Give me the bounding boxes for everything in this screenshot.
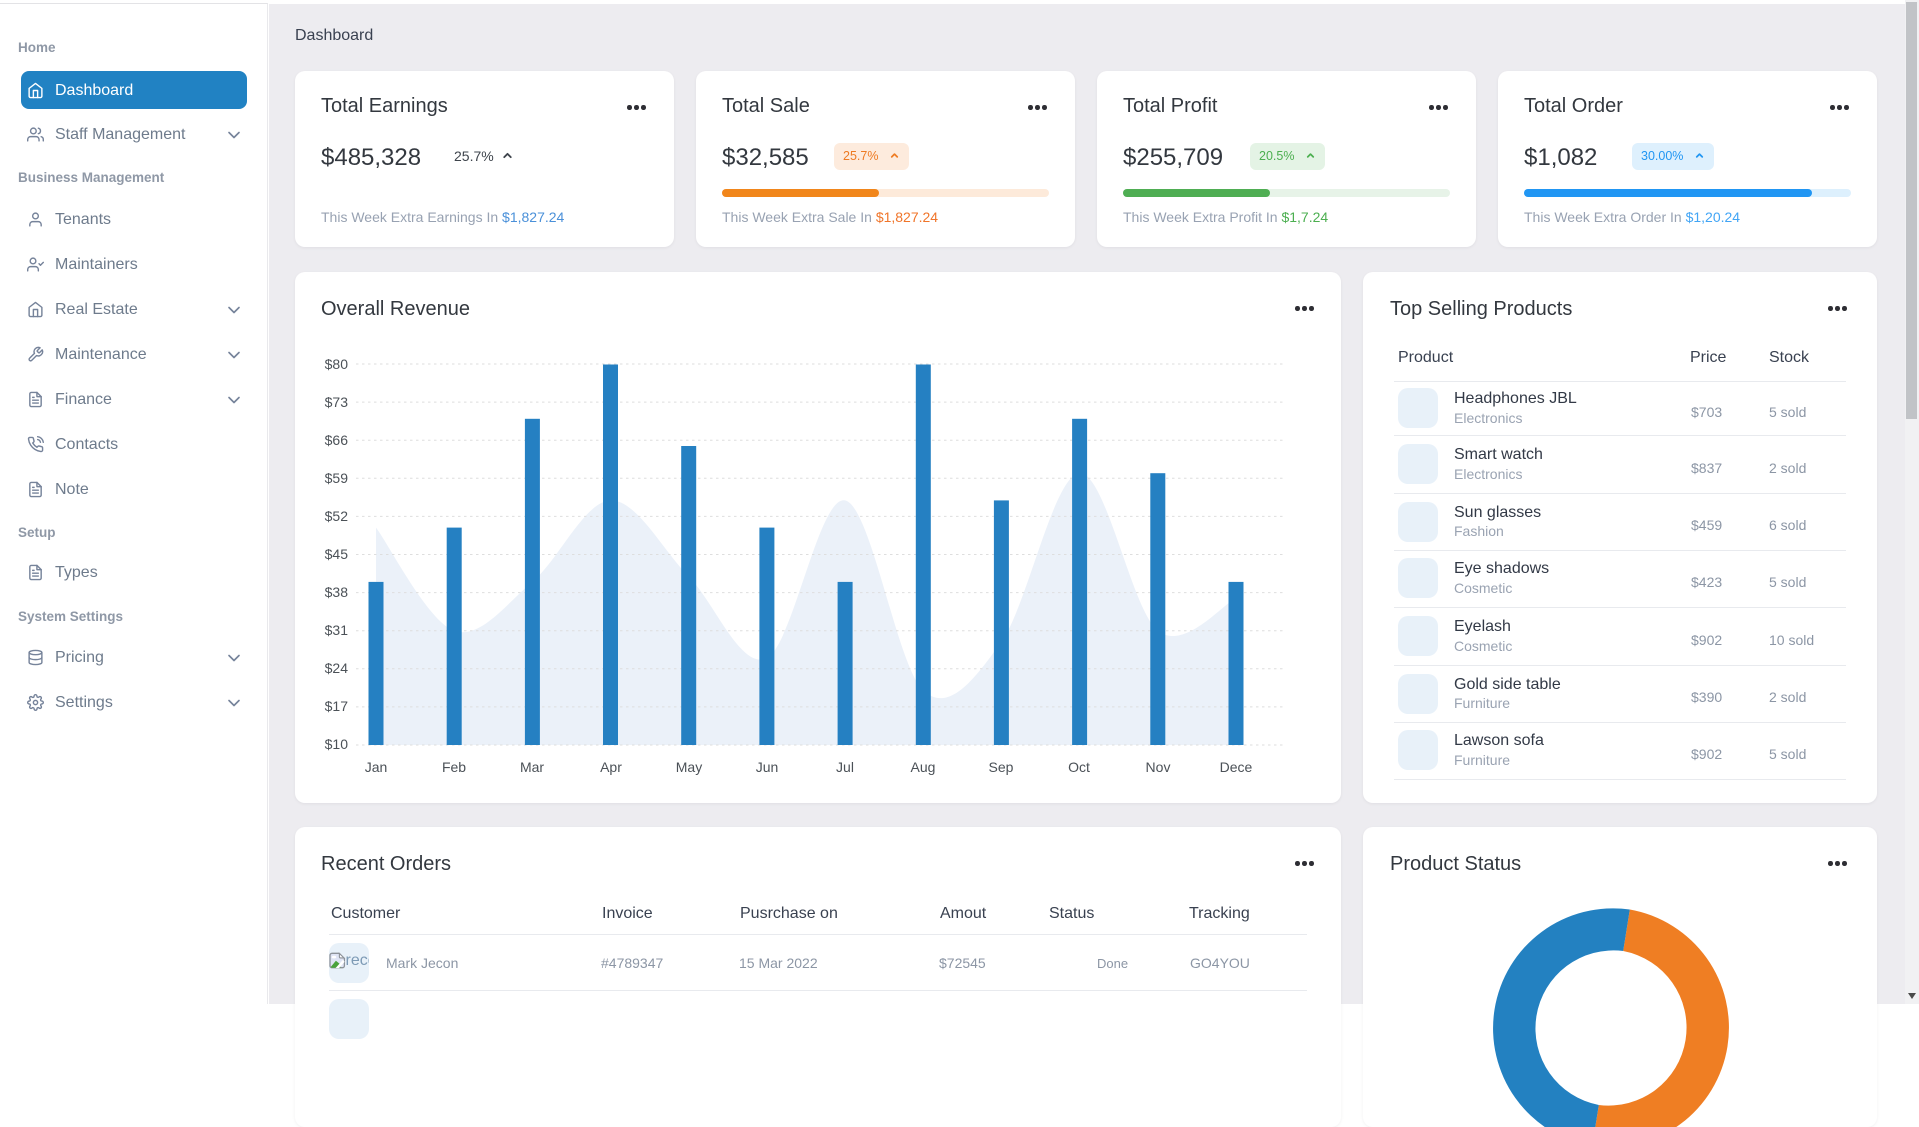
svg-text:$10: $10 [325, 736, 349, 752]
svg-text:Dece: Dece [1220, 759, 1253, 775]
svg-text:$73: $73 [325, 394, 349, 410]
svg-text:Mar: Mar [520, 759, 544, 775]
svg-text:Aug: Aug [911, 759, 936, 775]
svg-text:$38: $38 [325, 584, 349, 600]
svg-text:$24: $24 [325, 660, 349, 676]
svg-text:Feb: Feb [442, 759, 466, 775]
svg-text:$66: $66 [325, 432, 349, 448]
svg-text:Apr: Apr [600, 759, 622, 775]
svg-text:Jan: Jan [365, 759, 388, 775]
svg-text:$45: $45 [325, 546, 349, 562]
svg-text:May: May [676, 759, 702, 775]
svg-text:Jun: Jun [756, 759, 779, 775]
svg-text:$59: $59 [325, 470, 349, 486]
svg-text:$31: $31 [325, 622, 349, 638]
svg-text:$80: $80 [325, 356, 349, 372]
svg-text:Oct: Oct [1068, 759, 1090, 775]
svg-text:Jul: Jul [836, 759, 854, 775]
svg-text:$52: $52 [325, 508, 349, 524]
svg-text:Sep: Sep [989, 759, 1014, 775]
svg-text:$17: $17 [325, 698, 349, 714]
svg-text:Nov: Nov [1146, 759, 1171, 775]
